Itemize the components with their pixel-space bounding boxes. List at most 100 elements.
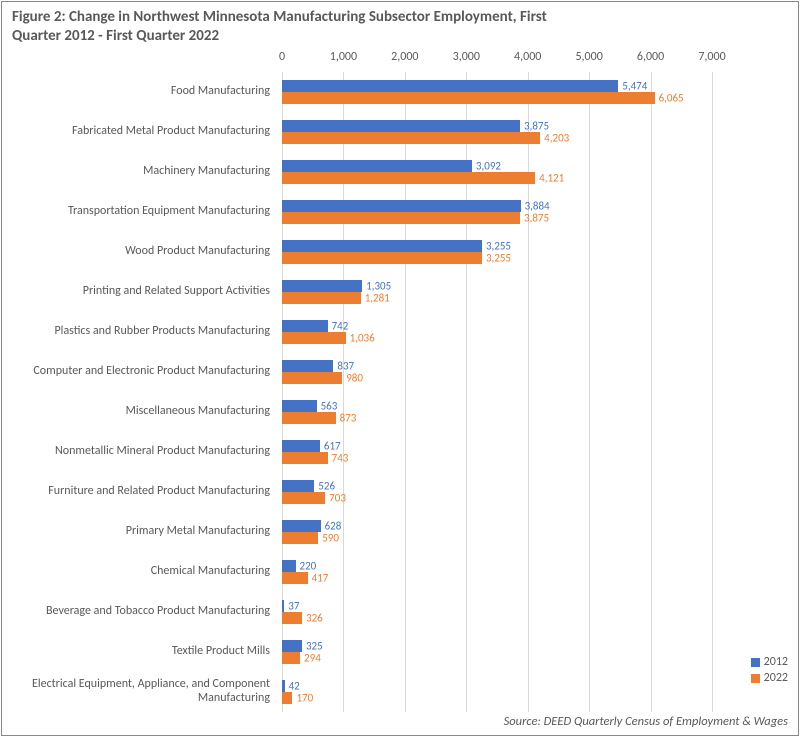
bar-2012: 220 bbox=[282, 560, 296, 572]
bar-2012: 563 bbox=[282, 400, 317, 412]
category-row: Furniture and Related Product Manufactur… bbox=[2, 472, 800, 512]
value-label: 743 bbox=[328, 452, 349, 465]
value-label: 590 bbox=[318, 532, 339, 545]
value-label: 6,065 bbox=[655, 92, 684, 105]
bar-2022: 1,036 bbox=[282, 332, 346, 344]
value-label: 417 bbox=[308, 572, 329, 585]
category-row: Computer and Electronic Product Manufact… bbox=[2, 352, 800, 392]
bar-2022: 3,875 bbox=[282, 212, 520, 224]
bar-2012: 5,474 bbox=[282, 80, 618, 92]
category-label: Wood Product Manufacturing bbox=[2, 245, 274, 259]
category-rows: Food Manufacturing5,4746,065Fabricated M… bbox=[2, 72, 800, 712]
value-label: 3,875 bbox=[520, 212, 549, 225]
value-label: 4,203 bbox=[540, 132, 569, 145]
category-row: Wood Product Manufacturing 3,2553,255 bbox=[2, 232, 800, 272]
bar-2012: 526 bbox=[282, 480, 314, 492]
value-label: 873 bbox=[336, 412, 357, 425]
category-label: Primary Metal Manufacturing bbox=[2, 525, 274, 539]
category-row: Fabricated Metal Product Manufacturing 3,… bbox=[2, 112, 800, 152]
category-label: Fabricated Metal Product Manufacturing bbox=[2, 125, 274, 139]
value-label: 170 bbox=[292, 692, 313, 705]
value-label: 1,036 bbox=[346, 332, 375, 345]
category-row: Plastics and Rubber Products Manufacturi… bbox=[2, 312, 800, 352]
category-label: Printing and Related Support Activities bbox=[2, 285, 274, 299]
bar-2012: 3,092 bbox=[282, 160, 472, 172]
value-label: 703 bbox=[325, 492, 346, 505]
bar-2022: 743 bbox=[282, 452, 328, 464]
legend-item-2012: 2012 bbox=[751, 655, 788, 669]
source-text: Source: DEED Quarterly Census of Employm… bbox=[504, 714, 788, 729]
bar-2022: 4,121 bbox=[282, 172, 535, 184]
x-tick-label: 5,000 bbox=[575, 50, 602, 64]
category-label: Plastics and Rubber Products Manufacturi… bbox=[2, 325, 274, 339]
bar-2012: 1,305 bbox=[282, 280, 362, 292]
category-label: Miscellaneous Manufacturing bbox=[2, 405, 274, 419]
category-row: Textile Product Mills325294 bbox=[2, 632, 800, 672]
x-axis: 01,0002,0003,0004,0005,0006,0007,000 bbox=[282, 50, 712, 70]
legend-label-2022: 2022 bbox=[764, 671, 788, 685]
chart-area: 01,0002,0003,0004,0005,0006,0007,000 Foo… bbox=[2, 50, 800, 710]
bar-2022: 703 bbox=[282, 492, 325, 504]
bar-2022: 4,203 bbox=[282, 132, 540, 144]
value-label: 326 bbox=[302, 612, 323, 625]
legend-swatch-2012 bbox=[751, 658, 760, 667]
category-label: Machinery Manufacturing bbox=[2, 165, 274, 179]
bar-2022: 873 bbox=[282, 412, 336, 424]
category-label: Textile Product Mills bbox=[2, 645, 274, 659]
value-label: 3,255 bbox=[482, 252, 511, 265]
bar-2022: 3,255 bbox=[282, 252, 482, 264]
bar-2012: 42 bbox=[282, 680, 285, 692]
category-row: Printing and Related Support Activities 1… bbox=[2, 272, 800, 312]
chart-title: Figure 2: Change in Northwest Minnesota … bbox=[12, 8, 572, 46]
x-tick-label: 0 bbox=[279, 50, 285, 64]
bar-2022: 980 bbox=[282, 372, 342, 384]
x-tick-label: 3,000 bbox=[453, 50, 480, 64]
bar-2022: 170 bbox=[282, 692, 292, 704]
value-label: 294 bbox=[300, 652, 321, 665]
category-label: Transportation Equipment Manufacturing bbox=[2, 205, 274, 219]
bar-2022: 1,281 bbox=[282, 292, 361, 304]
x-tick-label: 6,000 bbox=[637, 50, 664, 64]
bar-2022: 326 bbox=[282, 612, 302, 624]
value-label: 37 bbox=[284, 600, 299, 613]
bar-2022: 590 bbox=[282, 532, 318, 544]
category-row: Primary Metal Manufacturing 628590 bbox=[2, 512, 800, 552]
bar-2012: 628 bbox=[282, 520, 321, 532]
category-row: Food Manufacturing5,4746,065 bbox=[2, 72, 800, 112]
value-label: 5,474 bbox=[618, 80, 647, 93]
bar-2012: 837 bbox=[282, 360, 333, 372]
category-label: Chemical Manufacturing bbox=[2, 565, 274, 579]
category-label: Food Manufacturing bbox=[2, 85, 274, 99]
bar-2022: 6,065 bbox=[282, 92, 655, 104]
bar-2012: 617 bbox=[282, 440, 320, 452]
legend-item-2022: 2022 bbox=[751, 671, 788, 685]
category-label: Electrical Equipment, Appliance, and Com… bbox=[2, 678, 274, 706]
bar-2012: 37 bbox=[282, 600, 284, 612]
bar-2012: 3,255 bbox=[282, 240, 482, 252]
value-label: 1,281 bbox=[361, 292, 390, 305]
category-label: Beverage and Tobacco Product Manufacturi… bbox=[2, 605, 274, 619]
bar-2012: 3,875 bbox=[282, 120, 520, 132]
legend-swatch-2022 bbox=[751, 674, 760, 683]
category-row: Beverage and Tobacco Product Manufacturi… bbox=[2, 592, 800, 632]
bar-2022: 417 bbox=[282, 572, 308, 584]
category-row: Machinery Manufacturing3,0924,121 bbox=[2, 152, 800, 192]
category-row: Chemical Manufacturing220417 bbox=[2, 552, 800, 592]
x-tick-label: 1,000 bbox=[330, 50, 357, 64]
legend-label-2012: 2012 bbox=[764, 655, 788, 669]
bar-2012: 3,884 bbox=[282, 200, 521, 212]
category-label: Computer and Electronic Product Manufact… bbox=[2, 365, 274, 379]
x-tick-label: 4,000 bbox=[514, 50, 541, 64]
value-label: 980 bbox=[342, 372, 363, 385]
bar-2012: 742 bbox=[282, 320, 328, 332]
category-row: Nonmetallic Mineral Product Manufacturin… bbox=[2, 432, 800, 472]
category-label: Nonmetallic Mineral Product Manufacturin… bbox=[2, 445, 274, 459]
value-label: 4,121 bbox=[535, 172, 564, 185]
value-label: 563 bbox=[317, 400, 338, 413]
category-row: Miscellaneous Manufacturing563873 bbox=[2, 392, 800, 432]
chart-container: Figure 2: Change in Northwest Minnesota … bbox=[1, 1, 799, 736]
category-row: Transportation Equipment Manufacturing 3,… bbox=[2, 192, 800, 232]
category-row: Electrical Equipment, Appliance, and Com… bbox=[2, 672, 800, 712]
value-label: 3,092 bbox=[472, 160, 501, 173]
bar-2022: 294 bbox=[282, 652, 300, 664]
